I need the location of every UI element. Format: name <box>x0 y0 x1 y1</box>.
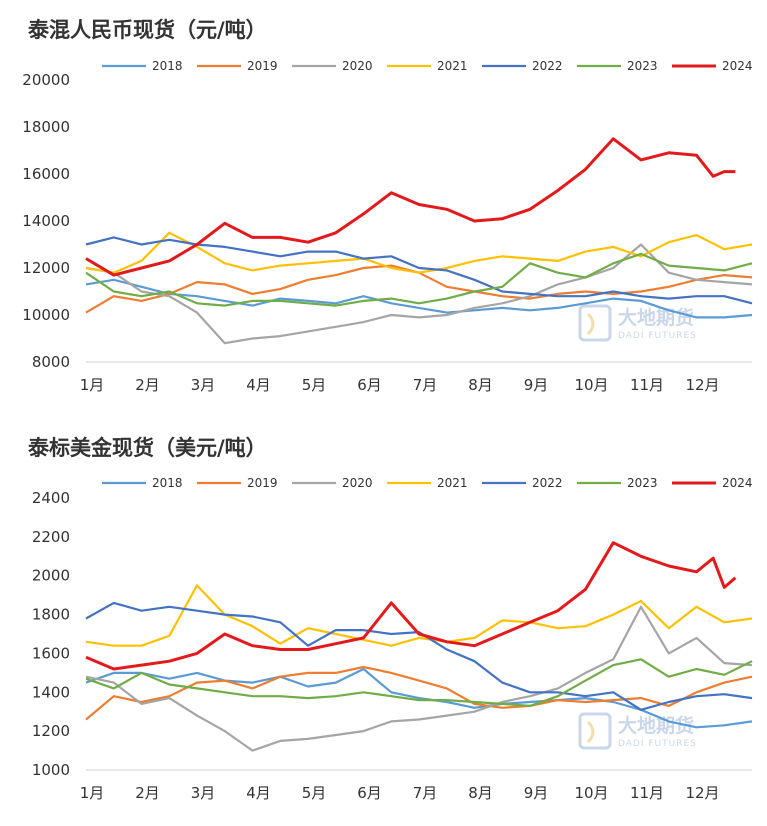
legend-label-2018: 2018 <box>152 59 183 73</box>
x-tick-label: 9月 <box>524 376 549 394</box>
x-tick-label: 6月 <box>357 376 382 394</box>
watermark-main-text: 大地期货 <box>618 306 694 329</box>
x-tick-label: 1月 <box>80 376 105 394</box>
series-line-2021 <box>85 231 753 274</box>
usd-spot-chart-panel: 泰标美金现货（美元/吨） 1000 1200 1400 1600 1800 2000 220… <box>0 418 767 826</box>
watermark-logo-icon <box>578 712 612 750</box>
series-line-2018 <box>85 278 753 319</box>
legend-label-2022: 2022 <box>532 476 563 490</box>
legend-label-2024: 2024 <box>722 59 753 73</box>
y-tick-label: 2200 <box>32 528 70 546</box>
y-tick-label: 10000 <box>22 306 70 324</box>
y-tick-label: 8000 <box>32 353 70 371</box>
legend-label-2019: 2019 <box>247 476 278 490</box>
x-tick-label: 2月 <box>135 784 160 802</box>
series-line-2022 <box>85 236 753 305</box>
y-tick-label: 20000 <box>22 71 70 89</box>
x-tick-label: 4月 <box>246 376 271 394</box>
legend-label-2024: 2024 <box>722 476 753 490</box>
watermark: 大地期货 DADI FUTURES <box>578 712 697 750</box>
y-tick-label: 1400 <box>32 683 70 701</box>
x-tick-label: 7月 <box>413 784 438 802</box>
watermark: 大地期货 DADI FUTURES <box>578 304 697 342</box>
x-tick-label: 1月 <box>80 784 105 802</box>
chart-title: 泰标美金现货（美元/吨） <box>28 436 267 460</box>
x-tick-label: 5月 <box>302 784 327 802</box>
series-line-2024 <box>85 137 736 277</box>
watermark-sub-text: DADI FUTURES <box>618 739 697 749</box>
watermark-logo-mark <box>586 312 595 336</box>
y-tick-label: 1200 <box>32 722 70 740</box>
y-tick-label: 14000 <box>22 212 70 230</box>
series-line-2019 <box>85 665 753 721</box>
y-tick-label: 1600 <box>32 644 70 662</box>
x-tick-label: 12月 <box>685 376 719 394</box>
chart-title: 泰混人民币现货（元/吨） <box>28 18 267 42</box>
watermark-logo-icon <box>578 304 612 342</box>
rmb-spot-chart-panel: 泰混人民币现货（元/吨） 8000 10000 12000 14000 16000 180… <box>0 0 767 410</box>
usd-spot-chart: 1000 1200 1400 1600 1800 2000 2200 2400 1月 2月 3月 4月… <box>32 476 753 802</box>
y-tick-label: 2400 <box>32 489 70 507</box>
x-tick-label: 8月 <box>468 376 493 394</box>
rmb-spot-chart: 8000 10000 12000 14000 16000 18000 20000 1月 2月 3月… <box>22 59 753 394</box>
watermark-sub-text: DADI FUTURES <box>618 331 697 341</box>
y-tick-label: 2000 <box>32 567 70 585</box>
legend-label-2020: 2020 <box>342 59 373 73</box>
x-tick-label: 4月 <box>246 784 271 802</box>
series-line-2020 <box>85 243 753 345</box>
x-tick-label: 5月 <box>302 376 327 394</box>
series-line-2024 <box>85 541 737 671</box>
y-tick-label: 1000 <box>32 761 70 779</box>
x-tick-label: 11月 <box>630 784 664 802</box>
legend-label-2023: 2023 <box>627 476 658 490</box>
watermark-logo-mark <box>586 720 595 744</box>
legend-label-2023: 2023 <box>627 59 658 73</box>
watermark-main-text: 大地期货 <box>618 714 694 737</box>
x-tick-label: 3月 <box>191 784 216 802</box>
series-line-2020 <box>85 605 753 752</box>
legend-label-2020: 2020 <box>342 476 373 490</box>
x-tick-label: 10月 <box>574 376 608 394</box>
y-tick-label: 1800 <box>32 606 70 624</box>
legend-label-2022: 2022 <box>532 59 563 73</box>
x-tick-label: 9月 <box>524 784 549 802</box>
series-line-2023 <box>85 658 753 707</box>
x-tick-label: 11月 <box>630 376 664 394</box>
series-line-2023 <box>85 252 753 307</box>
x-tick-label: 12月 <box>685 784 719 802</box>
y-tick-label: 16000 <box>22 165 70 183</box>
x-tick-label: 3月 <box>191 376 216 394</box>
legend-label-2019: 2019 <box>247 59 278 73</box>
legend-label-2021: 2021 <box>437 476 468 490</box>
x-tick-label: 10月 <box>574 784 608 802</box>
legend-label-2021: 2021 <box>437 59 468 73</box>
x-tick-label: 8月 <box>468 784 493 802</box>
x-tick-label: 2月 <box>135 376 160 394</box>
x-tick-label: 7月 <box>413 376 438 394</box>
y-tick-label: 12000 <box>22 259 70 277</box>
y-tick-label: 18000 <box>22 118 70 136</box>
legend-label-2018: 2018 <box>152 476 183 490</box>
series-line-2021 <box>85 584 753 647</box>
x-tick-label: 6月 <box>357 784 382 802</box>
